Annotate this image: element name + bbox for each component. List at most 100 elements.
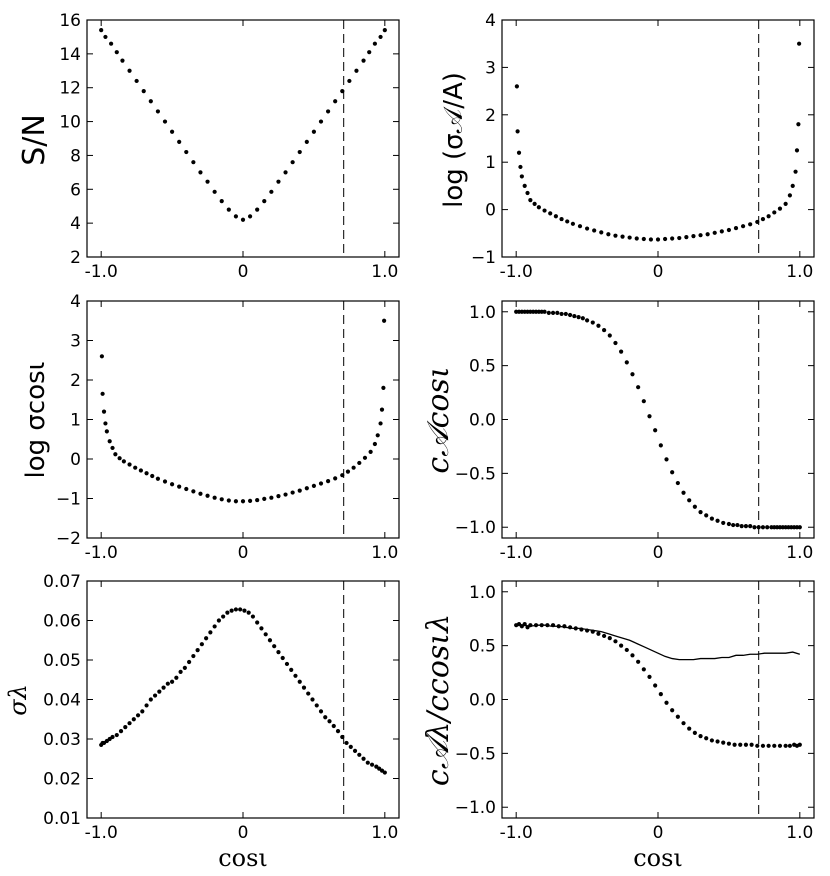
- data-point: [152, 693, 158, 698]
- data-point: [311, 483, 317, 488]
- data-point: [536, 205, 541, 210]
- data-point: [134, 78, 139, 84]
- data-point: [675, 480, 680, 486]
- data-point: [573, 626, 578, 631]
- data-point: [121, 459, 126, 464]
- y-tick-label: 0: [485, 201, 496, 221]
- y-tick-label: 1: [485, 153, 496, 173]
- data-point: [580, 316, 585, 321]
- y-tick-label: 0: [70, 450, 81, 470]
- data-point: [204, 636, 209, 641]
- data-point: [599, 230, 604, 235]
- data-point: [177, 484, 182, 489]
- data-point: [318, 709, 324, 714]
- data-point: [658, 692, 663, 697]
- data-point: [542, 208, 547, 213]
- data-point: [182, 665, 187, 671]
- x-tick-label: 1.0: [371, 823, 398, 843]
- y-tick-label: 0.5: [469, 357, 496, 377]
- data-point: [748, 222, 753, 227]
- data-point: [155, 109, 161, 114]
- data-point: [304, 139, 309, 144]
- data-point: [195, 648, 200, 653]
- data-point: [519, 174, 524, 179]
- data-point: [233, 214, 239, 219]
- y-tick-label: 8: [70, 146, 81, 166]
- data-point: [318, 481, 324, 486]
- data-point: [743, 524, 749, 529]
- data-point: [528, 623, 533, 628]
- x-tick-label: 1.0: [786, 823, 813, 843]
- ticks: -1.0 0 1.0 −1.0 −0.5 0.0 0.5 1.0: [455, 301, 814, 563]
- data-point: [99, 28, 104, 33]
- data-point: [641, 667, 646, 672]
- data-point: [155, 476, 161, 481]
- data-point: [590, 629, 595, 634]
- data-point: [361, 756, 366, 761]
- data-point: [515, 129, 520, 134]
- data-point: [653, 428, 658, 433]
- data-point: [362, 455, 368, 460]
- data-point: [796, 122, 801, 127]
- x-tick-label: -1.0: [500, 543, 533, 563]
- data-point: [255, 497, 260, 503]
- data-point: [199, 642, 204, 647]
- data-point: [333, 99, 338, 104]
- y-tick-label: 0.03: [43, 730, 81, 750]
- y-axis-label: c𝒜λ/ccosιλ: [421, 614, 456, 786]
- data-point: [141, 89, 146, 94]
- ticks: -1.0 0 1.0 0.01 0.02 0.03 0.04 0.05 0.06 0.07: [43, 572, 399, 843]
- data-point: [162, 479, 168, 484]
- plot-area: [99, 581, 387, 818]
- data-point: [221, 614, 226, 619]
- data-point: [516, 150, 522, 155]
- data-point: [367, 50, 372, 55]
- data-point: [216, 618, 221, 623]
- data-point: [692, 730, 697, 735]
- x-tick-label: -1.0: [500, 262, 533, 282]
- data-point: [212, 189, 217, 194]
- data-point: [555, 310, 560, 315]
- data-point: [715, 739, 720, 744]
- data-point: [233, 499, 239, 504]
- data-point: [634, 236, 639, 241]
- axes-frame: [86, 580, 400, 819]
- data-point: [323, 715, 328, 720]
- data-point: [670, 708, 675, 713]
- data-point: [719, 229, 724, 234]
- data-point: [246, 610, 251, 615]
- data-point: [675, 714, 680, 719]
- data-point: [787, 193, 792, 198]
- data-point: [602, 327, 607, 333]
- data-point: [372, 41, 377, 46]
- x-tick-label: 1.0: [786, 543, 813, 563]
- x-axis-label: cosι: [633, 844, 683, 872]
- y-tick-label: 3: [70, 332, 81, 352]
- data-point: [229, 608, 234, 613]
- data-point: [705, 232, 710, 237]
- data-point: [793, 169, 798, 174]
- data-point: [263, 632, 268, 637]
- axes-frame: [501, 580, 815, 819]
- panel-log-sigma-cos: -1.0 0 1.0 −2 −1 0 1 2 3 4 log σcosι: [21, 292, 400, 563]
- y-tick-label: −1.0: [455, 518, 496, 538]
- data-point: [731, 522, 736, 528]
- data-point: [284, 661, 290, 667]
- y-tick-label: 0.05: [43, 651, 81, 671]
- data-point: [647, 674, 652, 679]
- data-point: [726, 521, 732, 527]
- data-point: [691, 234, 696, 239]
- data-point: [559, 311, 564, 317]
- data-point: [553, 214, 558, 219]
- data-point: [283, 492, 288, 497]
- data-point: [247, 498, 253, 503]
- data-point: [340, 473, 345, 478]
- data-point: [760, 525, 766, 530]
- data-point: [276, 179, 281, 184]
- y-tick-label: 2: [70, 248, 81, 268]
- data-point: [664, 457, 669, 462]
- y-tick-label: 1.0: [469, 303, 496, 323]
- data-point: [749, 742, 754, 747]
- data-point: [198, 170, 203, 175]
- data-point: [262, 496, 267, 501]
